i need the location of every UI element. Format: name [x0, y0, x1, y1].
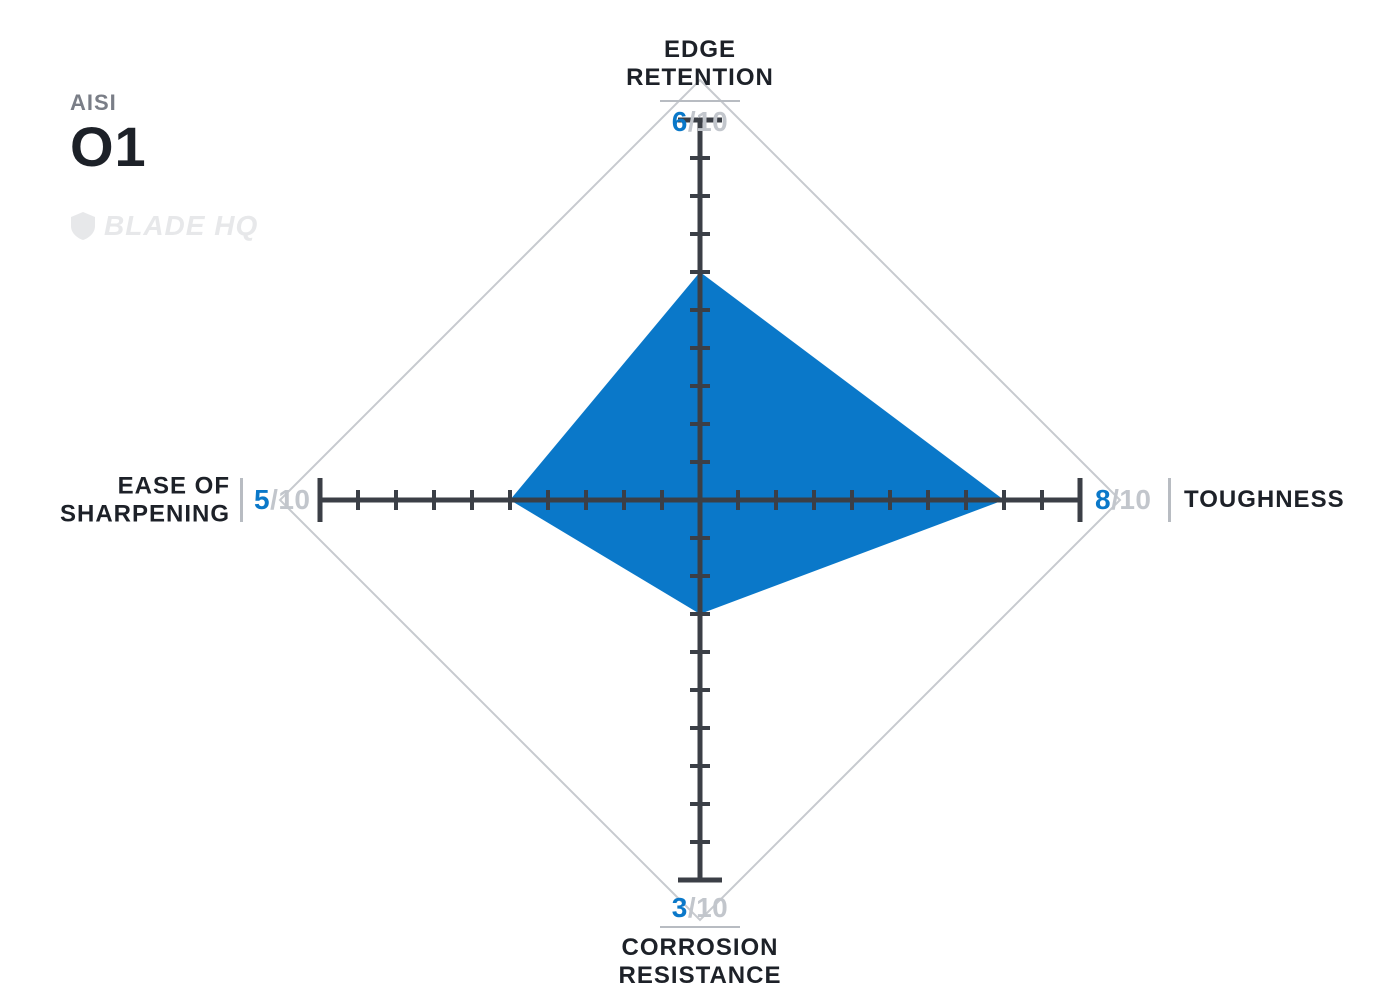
score-value: 3 — [672, 892, 688, 923]
axis-label-corrosion-resistance: CORROSION RESISTANCE — [619, 934, 782, 989]
score-max: /10 — [1111, 484, 1151, 515]
score-ease-of-sharpening: 5/10 — [254, 484, 311, 516]
score-rule-bottom — [660, 926, 740, 928]
axis-label-ease-of-sharpening: EASE OF SHARPENING — [60, 472, 230, 527]
score-value: 5 — [254, 484, 270, 515]
score-max: /10 — [270, 484, 310, 515]
score-value: 6 — [672, 106, 688, 137]
axis-label-edge-retention: EDGE RETENTION — [626, 36, 774, 91]
score-value: 8 — [1095, 484, 1111, 515]
score-corrosion-resistance: 3/10 — [672, 892, 729, 924]
score-edge-retention: 6/10 — [672, 106, 729, 138]
score-rule-right — [1168, 478, 1171, 522]
score-toughness: 8/10 — [1095, 484, 1152, 516]
axis-label-toughness: TOUGHNESS — [1184, 486, 1345, 514]
score-max: /10 — [688, 892, 728, 923]
score-rule-left — [240, 478, 243, 522]
score-max: /10 — [688, 106, 728, 137]
score-rule-top — [660, 100, 740, 102]
